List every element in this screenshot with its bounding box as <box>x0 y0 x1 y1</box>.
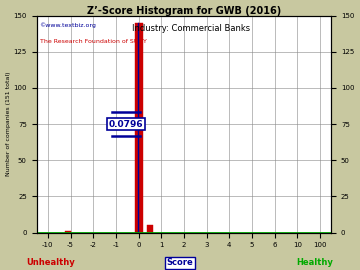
Text: 0.0796: 0.0796 <box>109 120 143 129</box>
Bar <box>147 225 153 232</box>
Text: Score: Score <box>167 258 193 267</box>
Title: Z’-Score Histogram for GWB (2016): Z’-Score Histogram for GWB (2016) <box>87 6 281 16</box>
Bar <box>66 231 71 232</box>
Text: The Research Foundation of SUNY: The Research Foundation of SUNY <box>40 39 147 45</box>
Text: ©www.textbiz.org: ©www.textbiz.org <box>40 22 96 28</box>
Y-axis label: Number of companies (151 total): Number of companies (151 total) <box>5 72 10 176</box>
Text: Healthy: Healthy <box>297 258 333 267</box>
Text: Unhealthy: Unhealthy <box>26 258 75 267</box>
Text: Industry: Commercial Banks: Industry: Commercial Banks <box>132 24 250 33</box>
Bar <box>135 23 143 232</box>
Bar <box>138 23 139 232</box>
